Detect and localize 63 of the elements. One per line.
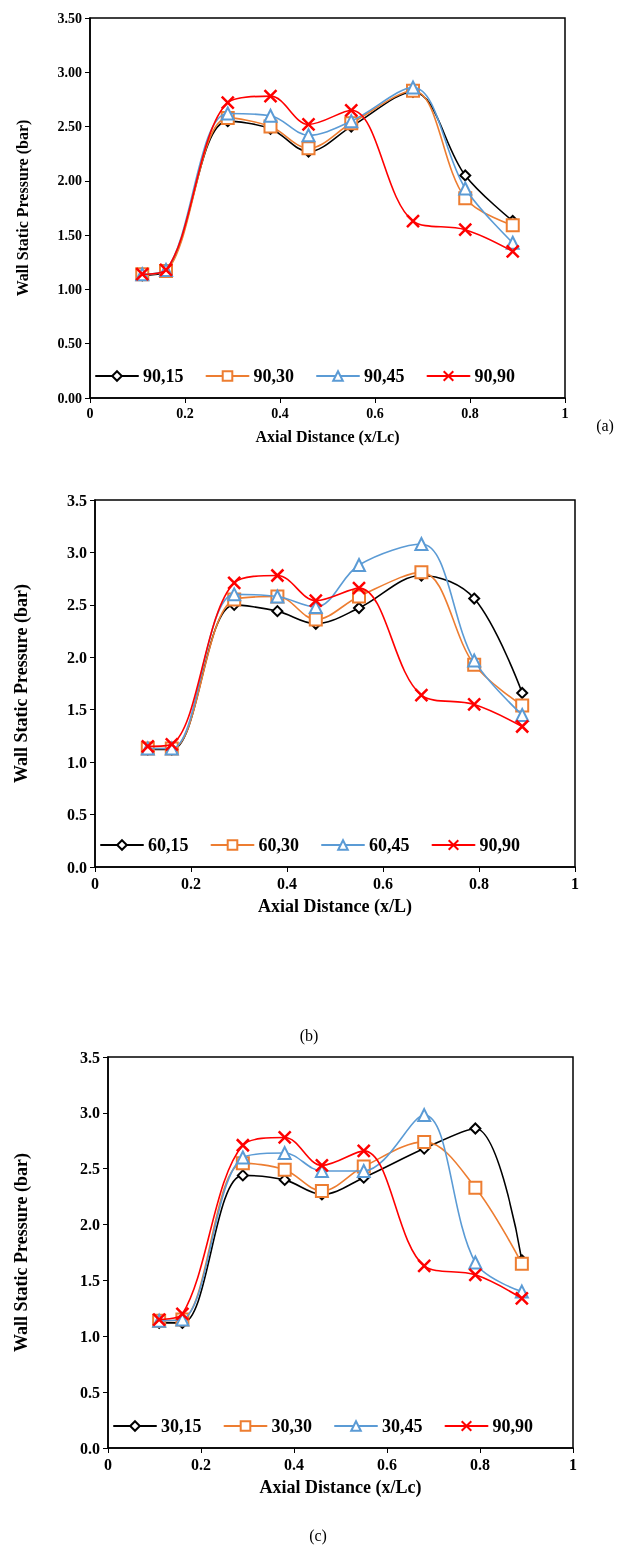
y-axis-title: Wall Static Pressure (bar) [11,584,32,783]
y-tick-label: 1.0 [67,753,87,771]
y-tick-label: 0.5 [67,806,87,824]
y-tick-label: 2.5 [80,1160,100,1178]
legend-label: 90,90 [474,366,515,386]
x-tick-label: 1 [561,405,569,421]
x-axis-title: Axial Distance (x/Lc) [259,1477,422,1498]
x-tick-label: 0.2 [191,1455,211,1473]
x-tick-label: 0.6 [373,874,393,892]
y-tick-label: 0.0 [67,858,87,876]
legend-label: 30,45 [382,1416,423,1436]
y-axis-title: Wall Static Pressure (bar) [11,1153,32,1352]
x-tick-label: 1 [571,874,579,892]
text: (c) [309,1526,327,1545]
x-axis-title: Axial Distance (x/Lc) [255,427,400,446]
y-tick-label: 3.00 [57,64,82,80]
y-tick-label: 1.5 [67,701,87,719]
text: (a) [596,416,614,435]
x-tick-label: 0.8 [469,874,489,892]
x-axis-title: Axial Distance (x/L) [258,896,412,917]
x-tick-label: 0.4 [284,1455,304,1473]
x-tick-label: 0 [86,405,94,421]
x-tick-label: 0.4 [277,874,297,892]
legend-label: 30,30 [271,1416,312,1436]
legend-label: 90,30 [253,366,294,386]
legend-label: 60,45 [369,835,410,855]
x-tick-label: 0.2 [176,405,194,421]
x-tick-label: 0 [104,1455,112,1473]
x-tick-label: 0.2 [181,874,201,892]
x-tick-label: 1 [569,1455,577,1473]
text: (b) [299,1026,319,1045]
y-tick-label: 3.5 [80,1048,100,1066]
y-tick-label: 0.5 [80,1383,100,1401]
y-tick-label: 3.0 [67,543,87,561]
y-tick-label: 2.0 [67,648,87,666]
legend-label: 30,15 [161,1416,202,1436]
y-tick-label: 3.0 [80,1104,100,1122]
legend-label: 90,15 [143,366,184,386]
legend-label: 90,90 [492,1416,533,1436]
y-tick-label: 0.0 [80,1439,100,1457]
y-tick-label: 2.50 [57,119,82,135]
y-tick-label: 2.00 [57,173,82,189]
y-tick-label: 1.00 [57,281,82,297]
legend-label: 90,90 [479,835,520,855]
legend-label: 60,30 [258,835,299,855]
x-tick-label: 0.8 [470,1455,490,1473]
legend-label: 60,15 [148,835,189,855]
y-tick-label: 3.50 [57,10,82,26]
x-tick-label: 0 [91,874,99,892]
y-tick-label: 3.5 [67,491,87,509]
legend-label: 90,45 [364,366,405,386]
x-tick-label: 0.8 [461,405,479,421]
y-tick-label: 1.50 [57,227,82,243]
y-tick-label: 0.50 [57,336,82,352]
y-tick-label: 1.5 [80,1271,100,1289]
y-axis-title: Wall Static Pressure (bar) [13,119,32,297]
x-tick-label: 0.6 [377,1455,397,1473]
y-tick-label: 2.0 [80,1216,100,1234]
x-tick-label: 0.4 [271,405,289,421]
y-tick-label: 1.0 [80,1327,100,1345]
y-tick-label: 2.5 [67,596,87,614]
x-tick-label: 0.6 [366,405,384,421]
y-tick-label: 0.00 [57,390,82,406]
